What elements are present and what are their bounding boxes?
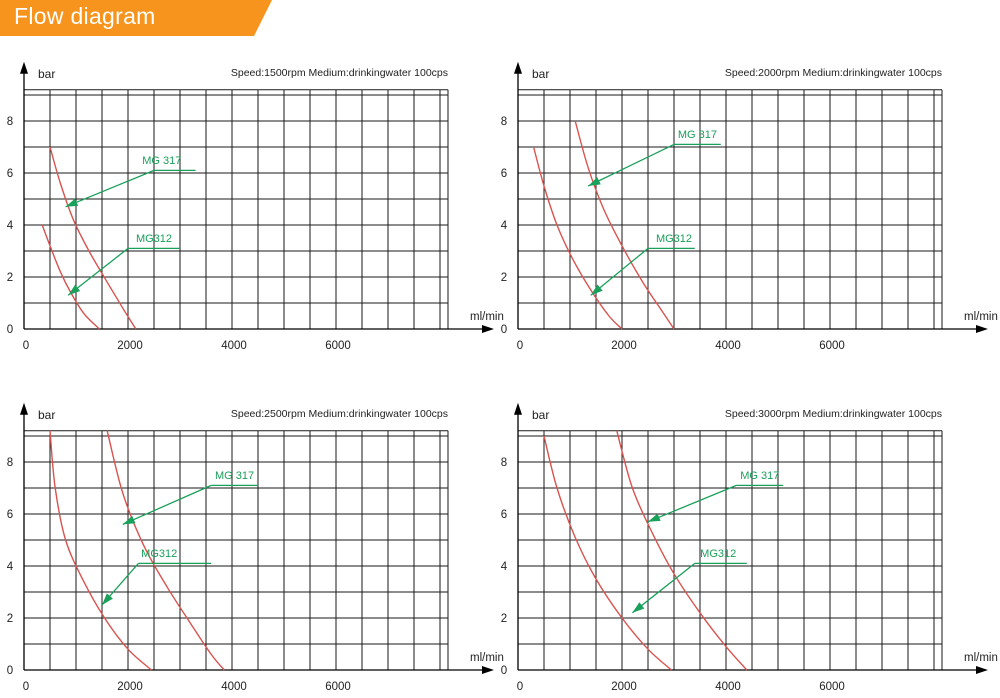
banner-background — [0, 0, 272, 36]
y-tick-label: 2 — [7, 272, 13, 284]
x-tick-label: 0 — [23, 681, 29, 693]
y-tick-label: 4 — [7, 561, 14, 573]
y-axis-label: bar — [38, 408, 55, 422]
leader-arrowhead — [648, 513, 661, 522]
x-tick-label: 6000 — [819, 681, 845, 693]
x-axis-arrow — [482, 325, 494, 333]
x-axis-arrow — [976, 666, 988, 674]
series-label: MG 317 — [142, 155, 181, 167]
series-label: MG312 — [656, 233, 692, 245]
series-label: MG312 — [136, 233, 172, 245]
y-tick-label: 2 — [501, 613, 507, 625]
y-tick-label: 0 — [501, 324, 507, 336]
curve-mg-317 — [616, 430, 748, 671]
y-tick-label: 0 — [7, 665, 13, 677]
chart-panel-2: bar ml/min Speed:2000rpm Medium:drinkingwa… — [501, 61, 998, 352]
y-tick-label: 6 — [501, 509, 507, 521]
y-tick-label: 0 — [501, 665, 507, 677]
x-tick-label: 0 — [23, 340, 29, 352]
chart-title: Speed:3000rpm Medium:drinkingwater 100cp… — [725, 408, 942, 420]
leader-line — [647, 484, 737, 523]
y-tick-label: 6 — [7, 509, 13, 521]
y-tick-label: 8 — [7, 116, 13, 128]
curve-mg312 — [543, 435, 672, 671]
y-tick-label: 6 — [501, 168, 507, 180]
series-label: MG312 — [141, 548, 177, 560]
leader-line — [587, 143, 675, 187]
series-label: MG312 — [700, 548, 736, 560]
x-tick-label: 4000 — [715, 681, 741, 693]
x-tick-label: 2000 — [117, 681, 143, 693]
chart-title: Speed:2500rpm Medium:drinkingwater 100cp… — [231, 408, 448, 420]
x-tick-label: 2000 — [611, 681, 637, 693]
y-tick-label: 8 — [7, 457, 13, 469]
leader-line — [631, 562, 696, 614]
leader-arrowhead — [68, 284, 81, 296]
leader-arrowhead — [102, 593, 113, 605]
y-tick-label: 8 — [501, 457, 507, 469]
y-tick-label: 2 — [7, 613, 13, 625]
y-axis-label: bar — [532, 67, 549, 81]
series-label: MG 317 — [740, 470, 779, 482]
x-axis-arrow — [976, 325, 988, 333]
series-label: MG 317 — [678, 129, 717, 141]
y-axis-arrow — [20, 402, 28, 415]
x-axis-label: ml/min — [470, 311, 504, 323]
x-tick-label: 4000 — [221, 681, 247, 693]
page-title: Flow diagram — [14, 3, 156, 29]
y-tick-label: 4 — [7, 220, 14, 232]
header-banner: Flow diagram — [0, 0, 272, 36]
leader-arrowhead — [65, 198, 79, 207]
leader-arrowhead — [588, 177, 601, 186]
chart-title: Speed:2000rpm Medium:drinkingwater 100cp… — [725, 67, 942, 79]
x-tick-label: 4000 — [221, 340, 247, 352]
x-tick-label: 6000 — [325, 340, 351, 352]
y-tick-label: 0 — [7, 324, 13, 336]
x-axis-arrow — [482, 666, 494, 674]
x-axis-label: ml/min — [964, 311, 998, 323]
curve-mg-317 — [49, 146, 137, 330]
curve-mg312 — [532, 146, 623, 330]
leader-arrowhead — [122, 515, 136, 525]
leader-line — [65, 169, 155, 208]
x-tick-label: 0 — [517, 681, 523, 693]
curve-mg-317 — [106, 430, 225, 671]
y-axis-label: bar — [38, 67, 55, 81]
y-tick-label: 6 — [7, 168, 13, 180]
x-tick-label: 4000 — [715, 340, 741, 352]
x-tick-label: 6000 — [819, 340, 845, 352]
y-axis-arrow — [514, 402, 522, 415]
x-axis-label: ml/min — [470, 652, 504, 664]
leader-arrowhead — [590, 284, 603, 296]
y-axis-label: bar — [532, 408, 549, 422]
chart-panel-3: bar ml/min Speed:2500rpm Medium:drinkingwa… — [7, 402, 504, 693]
leader-line — [67, 247, 129, 296]
y-tick-label: 8 — [501, 116, 507, 128]
x-tick-label: 2000 — [117, 340, 143, 352]
leader-arrowhead — [632, 602, 645, 613]
y-tick-label: 4 — [501, 561, 508, 573]
y-tick-label: 4 — [501, 220, 508, 232]
leader-line — [590, 247, 649, 296]
x-tick-label: 2000 — [611, 340, 637, 352]
curve-mg-317 — [574, 120, 675, 330]
x-tick-label: 0 — [517, 340, 523, 352]
y-tick-label: 2 — [501, 272, 507, 284]
x-axis-label: ml/min — [964, 652, 998, 664]
y-axis-arrow — [20, 61, 28, 74]
x-tick-label: 6000 — [325, 681, 351, 693]
chart-title: Speed:1500rpm Medium:drinkingwater 100cp… — [231, 67, 448, 79]
curve-mg312 — [41, 224, 100, 330]
chart-panel-1: bar ml/min Speed:1500rpm Medium:drinkingwa… — [7, 61, 504, 352]
series-label: MG 317 — [215, 470, 254, 482]
curve-mg312 — [49, 430, 152, 671]
y-axis-arrow — [514, 61, 522, 74]
leader-line — [122, 484, 212, 525]
chart-panel-4: bar ml/min Speed:3000rpm Medium:drinkingwa… — [501, 402, 998, 693]
